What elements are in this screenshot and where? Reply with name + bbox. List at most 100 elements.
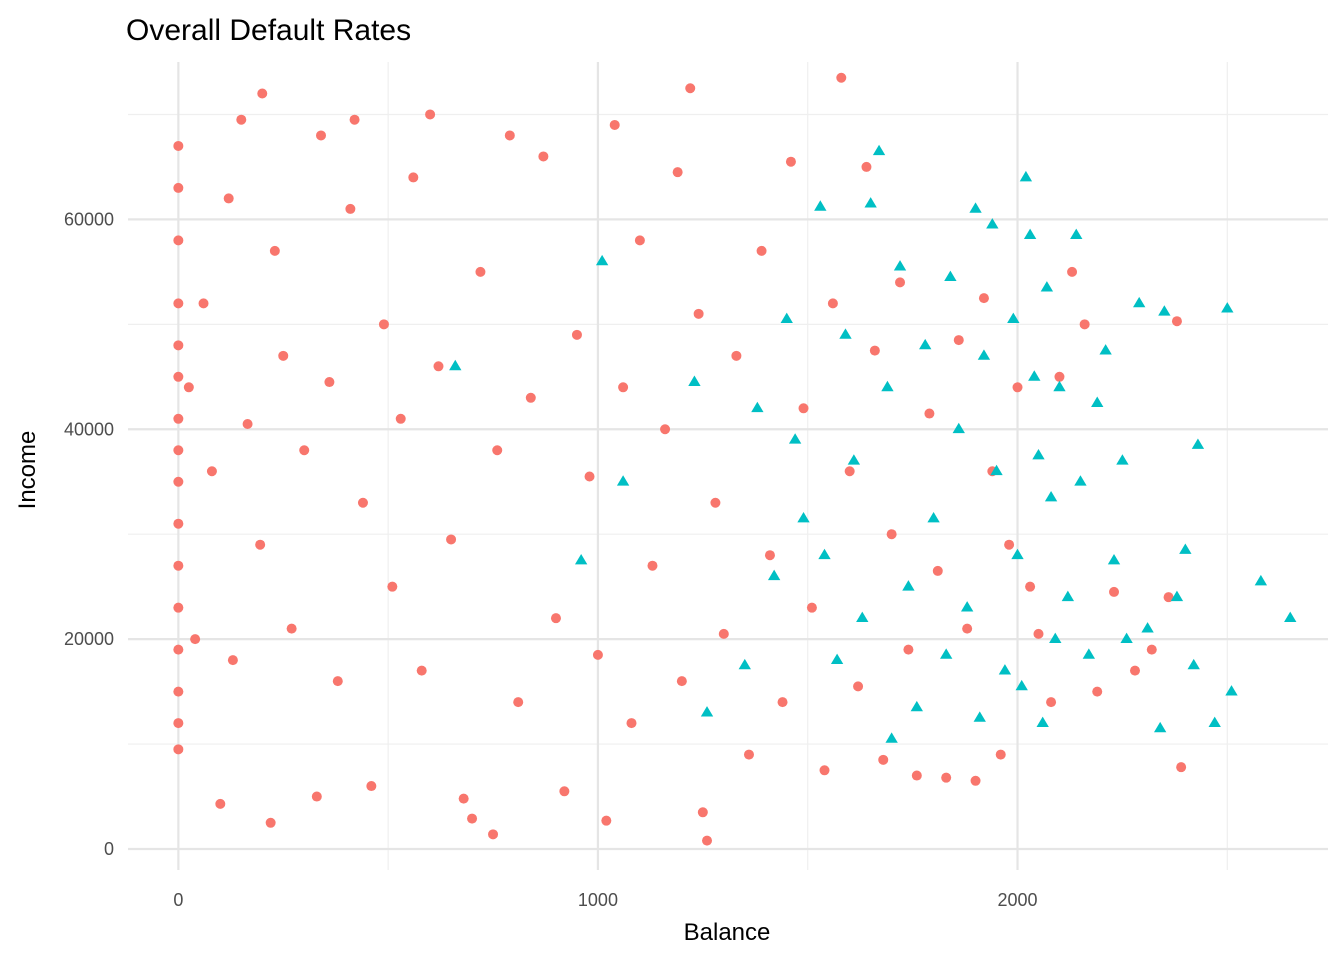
x-axis-title: Balance bbox=[684, 919, 771, 946]
data-point-no bbox=[693, 308, 704, 319]
data-point-no bbox=[1109, 586, 1120, 597]
data-point-yes bbox=[1070, 228, 1083, 240]
data-point-no bbox=[978, 293, 989, 304]
data-point-no bbox=[257, 88, 268, 99]
data-point-no bbox=[236, 114, 247, 125]
data-point-no bbox=[349, 114, 360, 125]
data-point-no bbox=[173, 602, 184, 613]
data-point-no bbox=[685, 83, 696, 94]
data-point-yes bbox=[881, 380, 894, 392]
data-point-yes bbox=[960, 601, 974, 612]
data-point-no bbox=[433, 361, 444, 372]
data-point-yes bbox=[1221, 302, 1234, 313]
data-point-no bbox=[395, 413, 406, 424]
x-tick-label: 1000 bbox=[578, 890, 618, 910]
data-point-yes bbox=[1141, 622, 1154, 633]
data-point-yes bbox=[1116, 454, 1129, 465]
data-point-no bbox=[806, 602, 817, 613]
data-point-yes bbox=[940, 648, 953, 659]
data-point-no bbox=[962, 623, 973, 634]
data-points bbox=[173, 72, 1297, 846]
data-point-no bbox=[387, 581, 398, 592]
data-point-yes bbox=[700, 706, 714, 717]
data-point-no bbox=[324, 377, 335, 388]
y-tick-label: 40000 bbox=[64, 419, 114, 439]
data-point-yes bbox=[885, 732, 898, 743]
data-point-no bbox=[550, 613, 561, 624]
data-point-no bbox=[173, 298, 184, 309]
data-point-no bbox=[895, 277, 906, 288]
data-point-no bbox=[278, 350, 289, 361]
data-point-no bbox=[1046, 697, 1057, 708]
data-point-no bbox=[634, 235, 645, 246]
data-point-no bbox=[609, 119, 620, 130]
data-point-no bbox=[408, 172, 419, 183]
data-point-yes bbox=[1049, 632, 1062, 644]
data-point-no bbox=[492, 445, 503, 456]
data-point-yes bbox=[927, 511, 940, 523]
data-point-no bbox=[1092, 686, 1103, 697]
data-point-no bbox=[311, 791, 322, 802]
data-point-no bbox=[869, 345, 880, 356]
data-point-no bbox=[223, 193, 234, 204]
data-point-no bbox=[299, 445, 310, 456]
data-point-no bbox=[173, 518, 184, 529]
data-point-yes bbox=[1061, 590, 1075, 602]
data-point-yes bbox=[797, 511, 810, 523]
data-point-no bbox=[764, 550, 775, 561]
data-point-yes bbox=[738, 658, 751, 670]
data-point-no bbox=[592, 649, 603, 660]
data-point-no bbox=[676, 676, 687, 687]
x-tick-label: 2000 bbox=[997, 890, 1037, 910]
y-tick-label: 0 bbox=[104, 839, 114, 859]
data-point-yes bbox=[780, 312, 793, 323]
data-point-no bbox=[995, 749, 1006, 760]
data-point-yes bbox=[998, 664, 1012, 675]
data-point-no bbox=[345, 203, 356, 214]
data-point-yes bbox=[1153, 721, 1167, 733]
data-point-no bbox=[970, 775, 981, 786]
data-point-no bbox=[1163, 592, 1174, 603]
data-point-yes bbox=[973, 711, 986, 722]
data-point-no bbox=[173, 140, 184, 151]
data-point-no bbox=[504, 130, 515, 141]
data-point-no bbox=[861, 161, 872, 172]
data-point-yes bbox=[1007, 312, 1020, 323]
data-point-yes bbox=[839, 328, 852, 339]
data-point-yes bbox=[1107, 553, 1121, 565]
y-tick-label: 20000 bbox=[64, 629, 114, 649]
data-point-no bbox=[183, 382, 194, 393]
data-point-yes bbox=[616, 475, 630, 486]
data-point-yes bbox=[1023, 228, 1037, 240]
data-point-no bbox=[215, 798, 226, 809]
data-point-no bbox=[697, 807, 708, 818]
data-point-yes bbox=[1028, 370, 1041, 381]
data-point-no bbox=[743, 749, 754, 760]
data-point-yes bbox=[1099, 344, 1112, 355]
data-point-no bbox=[932, 565, 943, 576]
data-point-no bbox=[702, 835, 713, 846]
data-point-no bbox=[1079, 319, 1090, 330]
data-point-yes bbox=[1179, 543, 1192, 554]
data-point-no bbox=[488, 829, 499, 840]
data-point-yes bbox=[990, 464, 1003, 476]
data-point-no bbox=[584, 471, 595, 482]
data-point-no bbox=[1146, 644, 1157, 655]
data-point-no bbox=[265, 817, 276, 828]
y-axis-title: Income bbox=[14, 431, 41, 510]
data-point-no bbox=[538, 151, 549, 162]
data-point-yes bbox=[1170, 590, 1184, 602]
x-axis-ticks: 0 1000 2000 bbox=[173, 890, 1037, 910]
data-point-no bbox=[836, 72, 847, 83]
data-point-no bbox=[672, 167, 683, 178]
data-point-yes bbox=[952, 422, 965, 434]
data-point-no bbox=[190, 634, 201, 645]
data-point-no bbox=[886, 529, 897, 540]
data-point-no bbox=[173, 560, 184, 571]
data-point-yes bbox=[1254, 574, 1268, 586]
data-point-no bbox=[242, 419, 253, 430]
data-point-yes bbox=[1044, 490, 1058, 502]
data-point-yes bbox=[751, 401, 764, 413]
data-point-yes bbox=[1133, 296, 1146, 308]
